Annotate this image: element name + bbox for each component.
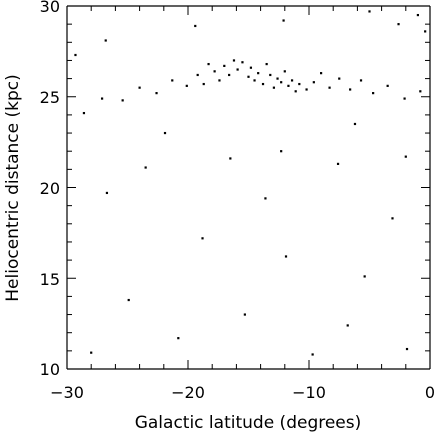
scatter-point [249,66,253,69]
scatter-point [232,59,236,62]
scatter-point [229,157,232,160]
scatter-point [276,77,279,80]
scatter-point [177,337,180,340]
scatter-point [196,73,199,77]
scatter-point [280,150,283,153]
scatter-point [257,72,260,75]
scatter-point [391,217,394,220]
scatter-point [416,13,419,17]
scatter-point [305,88,308,91]
scatter-point [290,79,294,82]
x-tick-label: −10 [292,383,326,402]
y-axis-title: Heliocentric distance (kpc) [3,74,23,301]
scatter-point [163,131,167,135]
scatter-point [218,79,221,82]
scatter-point [328,86,331,89]
scatter-point [90,351,93,354]
scatter-point [121,99,124,102]
scatter-point [336,162,340,165]
scatter-point [269,73,272,77]
scatter-point [403,97,406,100]
scatter-point [201,237,204,240]
scatter-point [284,255,288,258]
y-tick-label: 15 [40,270,60,289]
scatter-point [100,97,104,100]
scatter-point [280,81,283,84]
scatter-point [359,79,363,82]
scatter-point [320,72,323,75]
scatter-points-layer [74,10,427,356]
scatter-point [207,62,210,66]
scatter-point [419,90,422,93]
x-tick-label: −30 [50,383,84,402]
x-tick-label: −20 [171,383,205,402]
scatter-point [264,197,267,200]
scatter-point [223,64,226,67]
scatter-point [241,61,244,64]
scatter-point [283,70,286,73]
scatter-point [261,82,265,86]
scatter-point [243,313,246,316]
scatter-point [105,191,109,195]
scatter-point [397,23,400,26]
scatter-point [194,24,197,28]
scatter-point [127,298,130,302]
scatter-point [171,79,174,82]
scatter-point [155,92,158,95]
scatter-point [424,30,427,33]
scatter-point [353,122,357,126]
scatter-point [104,39,107,42]
x-axis-title: Galactic latitude (degrees) [135,413,362,433]
scatter-point [74,53,77,57]
scatter-point [144,166,147,169]
x-tick-label: 0 [425,383,435,402]
scatter-point [386,84,389,87]
y-tick-label: 25 [40,88,60,107]
scatter-point [265,62,268,66]
scatter-point [287,84,290,87]
ticks-layer [66,5,431,370]
scatter-point [311,353,314,356]
scatter-point [404,155,407,158]
scatter-point [298,82,301,86]
scatter-point [185,84,188,87]
scatter-point [247,75,250,78]
scatter-point [363,275,366,278]
scatter-point [272,86,276,89]
scatter-point [236,68,239,71]
y-tick-label: 10 [40,360,60,379]
scatter-point [312,81,315,84]
scatter-point [202,82,205,86]
scatter-point [82,111,86,115]
scatter-point [138,86,141,89]
scatter-point [346,324,349,327]
scatter-point [282,19,285,22]
tick-labels: −30 −20 −10 0 10 15 20 25 30 [40,0,435,402]
scatter-point [349,88,352,91]
y-tick-label: 20 [40,179,60,198]
plot-frame [66,5,431,370]
y-tick-label: 30 [40,0,60,16]
scatter-point [368,10,371,13]
scatter-point [338,77,341,80]
scatter-point [405,347,409,351]
scatter-point [228,73,231,77]
scatter-point [213,70,216,73]
scatter-point [294,90,297,93]
scatter-point [253,79,256,82]
scatter-point [372,92,375,95]
